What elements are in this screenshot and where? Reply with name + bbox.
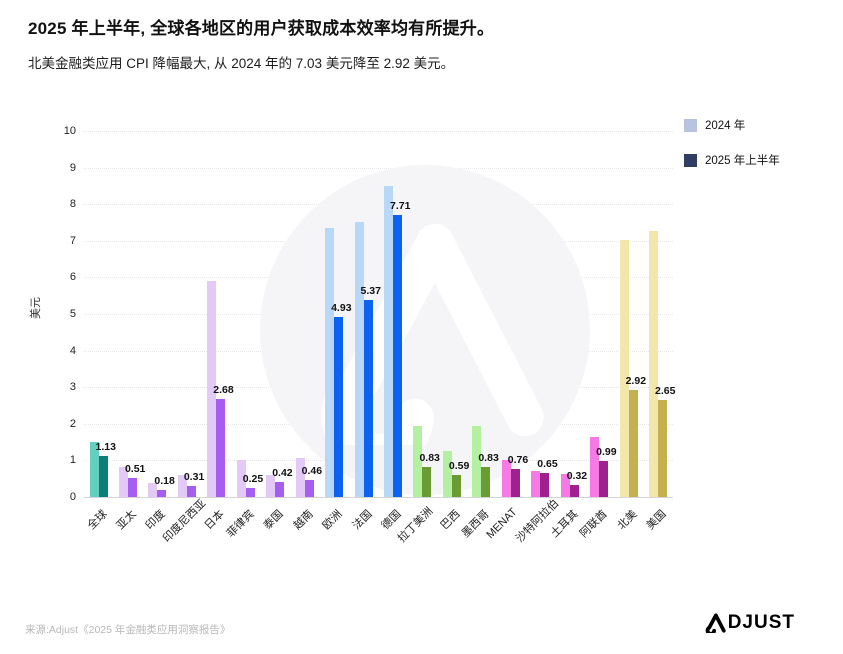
bar-value-label: 2.92 bbox=[625, 375, 647, 388]
bar-2025 bbox=[599, 460, 609, 497]
bar-2024 bbox=[384, 185, 393, 497]
source-note: 来源:Adjust《2025 年金融类应用洞察报告》 bbox=[25, 624, 231, 636]
legend-label-2025: 2025 年上半年 bbox=[705, 155, 780, 167]
x-category-label: 印度 bbox=[143, 508, 168, 533]
y-tick-label: 6 bbox=[69, 271, 76, 284]
bar-2025 bbox=[451, 475, 461, 497]
bar-value-label: 0.31 bbox=[183, 470, 205, 483]
x-category-label: 北美 bbox=[615, 508, 640, 533]
bar-2025 bbox=[98, 455, 108, 497]
bar-2024 bbox=[295, 457, 305, 497]
bar-2024 bbox=[118, 466, 128, 497]
bar-2024 bbox=[266, 475, 276, 497]
x-category-label: 墨西哥 bbox=[460, 508, 492, 540]
bar-value-label: 0.65 bbox=[537, 458, 558, 471]
bar-2024 bbox=[472, 425, 482, 497]
y-tick-label: 3 bbox=[69, 381, 76, 394]
y-tick-label: 9 bbox=[69, 161, 76, 174]
bar-2025 bbox=[481, 466, 491, 497]
y-tick-label: 7 bbox=[69, 234, 76, 247]
legend-swatch-2025 bbox=[684, 153, 697, 167]
gridline bbox=[84, 131, 673, 132]
bar-2024 bbox=[207, 281, 217, 497]
bar-2024 bbox=[148, 483, 158, 497]
brand-wordmark: DJUST bbox=[727, 612, 795, 633]
bar-value-label: 0.99 bbox=[596, 445, 617, 458]
bar-2025 bbox=[186, 485, 196, 497]
bar-2025 bbox=[157, 490, 167, 497]
legend: 2024 年 2025 年上半年 bbox=[684, 117, 780, 187]
bar-2024 bbox=[649, 230, 659, 497]
x-category-label: 全球 bbox=[85, 508, 110, 533]
bar-2025 bbox=[127, 478, 137, 497]
bar-2025 bbox=[569, 485, 579, 497]
adjust-logo-watermark-icon bbox=[321, 223, 544, 445]
gridline bbox=[84, 167, 673, 169]
adjust-logo-mark-icon bbox=[705, 613, 726, 633]
bar-value-label: 0.32 bbox=[566, 470, 588, 483]
legend-item-2025: 2025 年上半年 bbox=[684, 152, 780, 168]
y-tick-label: 4 bbox=[69, 344, 76, 357]
bar-value-label: 5.37 bbox=[360, 285, 381, 298]
bar-2024 bbox=[354, 221, 364, 497]
legend-swatch-2024 bbox=[684, 118, 697, 132]
bar-value-label: 0.42 bbox=[272, 466, 293, 479]
x-category-label: 拉丁美洲 bbox=[396, 505, 436, 545]
x-axis-line bbox=[84, 497, 673, 498]
bar-2024 bbox=[413, 425, 423, 497]
bar-value-label: 0.51 bbox=[124, 463, 146, 476]
adjust-watermark bbox=[260, 165, 590, 495]
bar-value-label: 2.65 bbox=[655, 385, 676, 397]
bar-2025 bbox=[334, 316, 344, 497]
bar-2024 bbox=[177, 475, 187, 497]
bar-2025 bbox=[275, 481, 285, 497]
bar-value-label: 0.59 bbox=[448, 460, 470, 473]
bar-2025 bbox=[422, 466, 432, 497]
bar-2024 bbox=[590, 437, 600, 497]
page-title: 2025 年上半年, 全球各地区的用户获取成本效率均有所提升。 bbox=[28, 19, 495, 38]
bar-value-label: 0.76 bbox=[507, 454, 529, 467]
x-category-label: 法国 bbox=[350, 508, 375, 533]
bar-2025 bbox=[393, 214, 402, 497]
bar-value-label: 0.18 bbox=[154, 475, 175, 488]
bar-value-label: 4.93 bbox=[331, 301, 352, 314]
bar-2025 bbox=[540, 473, 550, 497]
adjust-brand-logo: DJUST bbox=[704, 612, 795, 634]
bar-2024 bbox=[89, 442, 99, 497]
y-tick-label: 5 bbox=[69, 308, 76, 320]
bar-2024 bbox=[619, 239, 629, 497]
bar-2025 bbox=[216, 398, 226, 497]
y-tick-label: 1 bbox=[69, 454, 76, 467]
bar-2024 bbox=[501, 460, 511, 497]
bar-2025 bbox=[658, 400, 668, 497]
bar-value-label: 0.83 bbox=[419, 451, 440, 464]
bar-2024 bbox=[442, 451, 452, 497]
legend-label-2024: 2024 年 bbox=[705, 120, 746, 132]
bar-2024 bbox=[531, 471, 541, 497]
bar-value-label: 1.13 bbox=[95, 440, 116, 453]
y-tick-label: 2 bbox=[69, 417, 76, 430]
page-subtitle: 北美金融类应用 CPI 降幅最大, 从 2024 年的 7.03 美元降至 2.… bbox=[28, 56, 455, 71]
y-tick-label: 10 bbox=[63, 125, 76, 137]
bar-2025 bbox=[628, 390, 638, 497]
bar-2024 bbox=[236, 460, 246, 497]
legend-item-2024: 2024 年 bbox=[684, 117, 780, 133]
bar-value-label: 0.83 bbox=[478, 451, 499, 464]
bar-2024 bbox=[325, 227, 335, 497]
bar-2025 bbox=[245, 487, 255, 497]
bar-2025 bbox=[510, 469, 520, 497]
y-tick-label: 8 bbox=[69, 198, 76, 211]
bar-value-label: 0.46 bbox=[301, 465, 323, 478]
bar-value-label: 7.71 bbox=[390, 199, 411, 212]
bar-2025 bbox=[304, 480, 314, 497]
bar-2025 bbox=[363, 300, 373, 497]
bar-value-label: 2.68 bbox=[213, 383, 234, 396]
bar-2024 bbox=[560, 474, 570, 497]
bar-value-label: 0.25 bbox=[242, 472, 264, 485]
y-tick-label: 0 bbox=[69, 491, 76, 503]
x-category-label: 越南 bbox=[291, 508, 316, 533]
